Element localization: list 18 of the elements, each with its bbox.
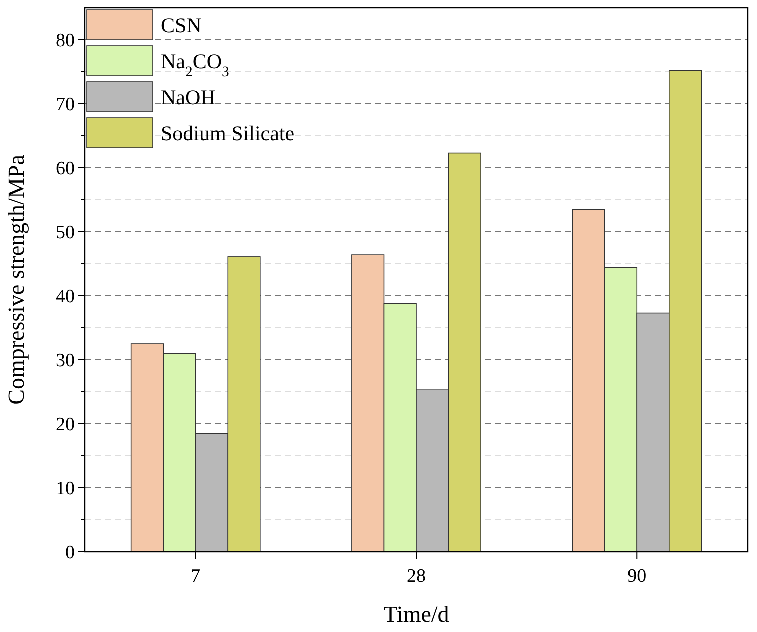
y-tick-label: 50 bbox=[56, 222, 75, 244]
y-tick-label: 40 bbox=[56, 286, 75, 308]
legend-label: CSN bbox=[161, 13, 202, 38]
legend-label: Sodium Silicate bbox=[161, 121, 295, 146]
x-axis-title: Time/d bbox=[384, 602, 450, 627]
y-tick-label: 60 bbox=[56, 158, 75, 180]
y-tick-label: 20 bbox=[56, 414, 75, 436]
y-tick-label: 80 bbox=[56, 30, 75, 52]
x-tick-label: 90 bbox=[628, 566, 647, 587]
x-tick-label: 7 bbox=[191, 566, 201, 587]
legend-label: Na$_{2}$CO$_{3}$ bbox=[161, 49, 230, 80]
legend-label: NaOH bbox=[161, 85, 216, 110]
y-axis-title: Compressive strength/MPa bbox=[4, 155, 29, 405]
y-tick-label: 0 bbox=[66, 542, 75, 564]
y-tick-label: 10 bbox=[56, 478, 75, 500]
y-tick-label: 70 bbox=[56, 94, 75, 116]
y-tick-label: 30 bbox=[56, 350, 75, 372]
x-tick-label: 28 bbox=[407, 566, 426, 587]
